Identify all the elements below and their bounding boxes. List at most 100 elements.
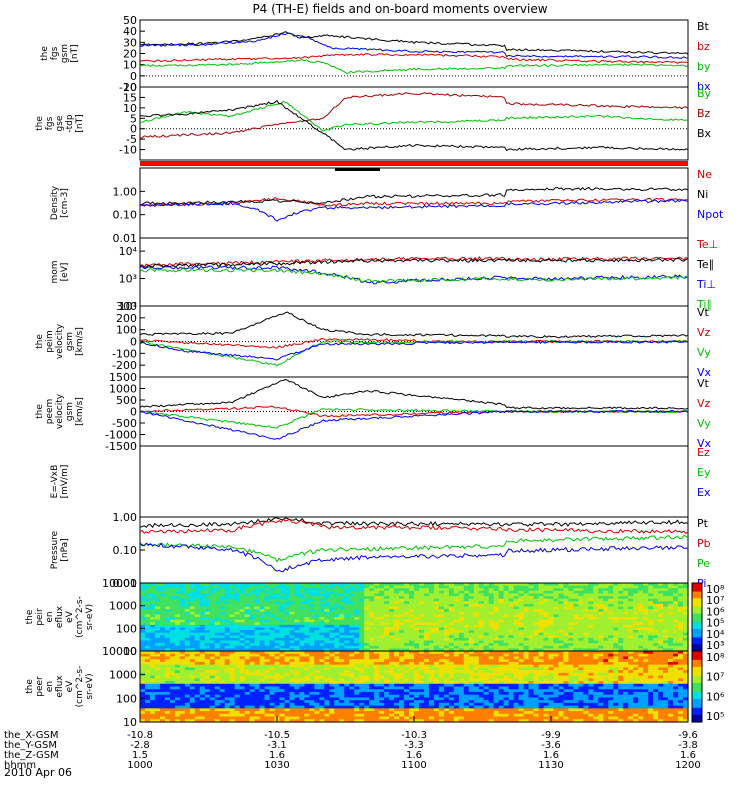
heatmap-cell (414, 705, 420, 709)
heatmap-cell (194, 711, 201, 715)
heatmap-cell (264, 719, 271, 723)
heatmap-cell (344, 614, 350, 618)
heatmap-cell (389, 659, 395, 663)
heatmap-cell (209, 681, 216, 685)
heatmap-cell (548, 583, 555, 587)
heatmap-cell (354, 691, 360, 696)
heatmap-cell (488, 606, 495, 610)
heatmap-cell (144, 653, 151, 658)
heatmap-cell (668, 630, 674, 634)
heatmap-cell (428, 651, 435, 655)
heatmap-cell (289, 689, 296, 693)
heatmap-cell (349, 689, 355, 693)
heatmap-cell (414, 653, 420, 658)
heatmap-cell (339, 603, 345, 608)
heatmap-cell (483, 670, 490, 674)
heatmap-cell (404, 683, 410, 688)
heatmap-cell (483, 588, 490, 592)
heatmap-cell (140, 627, 146, 631)
heatmap-cell (409, 705, 415, 709)
heatmap-cell (678, 601, 684, 605)
heatmap-cell (279, 611, 286, 615)
heatmap-cell (204, 681, 211, 685)
heatmap-cell (638, 603, 644, 608)
heatmap-cell (259, 670, 266, 674)
heatmap-cell (354, 681, 360, 685)
heatmap-cell (678, 632, 684, 636)
heatmap-cell (418, 583, 425, 587)
heatmap-cell (414, 632, 420, 636)
heatmap-cell (558, 583, 565, 587)
heatmap-cell (628, 632, 634, 636)
series-line-Npot (139, 199, 689, 222)
colorbar-band (692, 584, 702, 587)
heatmap-cell (458, 653, 465, 658)
heatmap-cell (279, 661, 286, 666)
heatmap-cell (448, 719, 455, 723)
heatmap-cell (428, 689, 435, 693)
heatmap-cell (478, 713, 485, 718)
heatmap-cell (359, 590, 365, 595)
heatmap-cell (179, 653, 186, 658)
heatmap-cell (214, 659, 221, 663)
heatmap-cell (329, 689, 335, 693)
heatmap-cell (244, 713, 251, 718)
heatmap-cell (254, 700, 261, 704)
heatmap-cell (598, 585, 604, 589)
heatmap-cell (239, 667, 246, 671)
heatmap-cell (359, 719, 365, 723)
heatmap-cell (374, 691, 380, 696)
heatmap-cell (189, 622, 196, 626)
heatmap-cell (264, 667, 271, 671)
heatmap-cell (638, 632, 644, 636)
heatmap-cell (538, 627, 545, 631)
heatmap-cell (279, 583, 286, 587)
heatmap-cell (389, 661, 395, 666)
heatmap-cell (399, 675, 405, 679)
heatmap-cell (149, 648, 156, 652)
heatmap-cell (369, 593, 375, 597)
heatmap-cell (179, 659, 186, 663)
heatmap-cell (194, 708, 201, 712)
heatmap-cell (299, 635, 305, 639)
heatmap-cell (294, 719, 301, 723)
heatmap-cell (528, 593, 535, 597)
heatmap-cell (214, 691, 221, 696)
heatmap-cell (438, 697, 445, 701)
heatmap-cell (214, 609, 221, 613)
heatmap-cell (309, 622, 315, 626)
heatmap-cell (683, 606, 689, 610)
heatmap-cell (473, 670, 480, 674)
heatmap-cell (389, 719, 395, 723)
heatmap-cell (488, 622, 495, 626)
heatmap-cell (329, 619, 335, 623)
heatmap-cell (294, 598, 301, 602)
heatmap-cell (548, 622, 555, 626)
heatmap-cell (668, 648, 674, 652)
heatmap-cell (463, 713, 470, 718)
heatmap-cell (598, 598, 604, 602)
heatmap-cell (518, 645, 525, 649)
heatmap-cell (473, 603, 480, 608)
heatmap-cell (179, 630, 186, 634)
heatmap-cell (483, 683, 490, 688)
heatmap-cell (140, 716, 146, 720)
colorbar-band (692, 639, 702, 642)
heatmap-cell (663, 588, 669, 592)
heatmap-cell (404, 603, 410, 608)
heatmap-cell (443, 606, 450, 610)
heatmap-cell (304, 664, 310, 668)
heatmap-cell (264, 686, 271, 690)
heatmap-cell (573, 619, 579, 623)
heatmap-cell (294, 630, 301, 634)
heatmap-cell (678, 609, 684, 613)
heatmap-cell (573, 643, 579, 647)
heatmap-cell (349, 681, 355, 685)
y-tick-label: 40 (123, 25, 137, 38)
heatmap-cell (309, 691, 315, 696)
heatmap-cell (453, 585, 460, 589)
heatmap-cell (498, 645, 505, 649)
heatmap-cell (279, 659, 286, 663)
heatmap-cell (174, 656, 181, 660)
heatmap-cell (289, 705, 296, 709)
